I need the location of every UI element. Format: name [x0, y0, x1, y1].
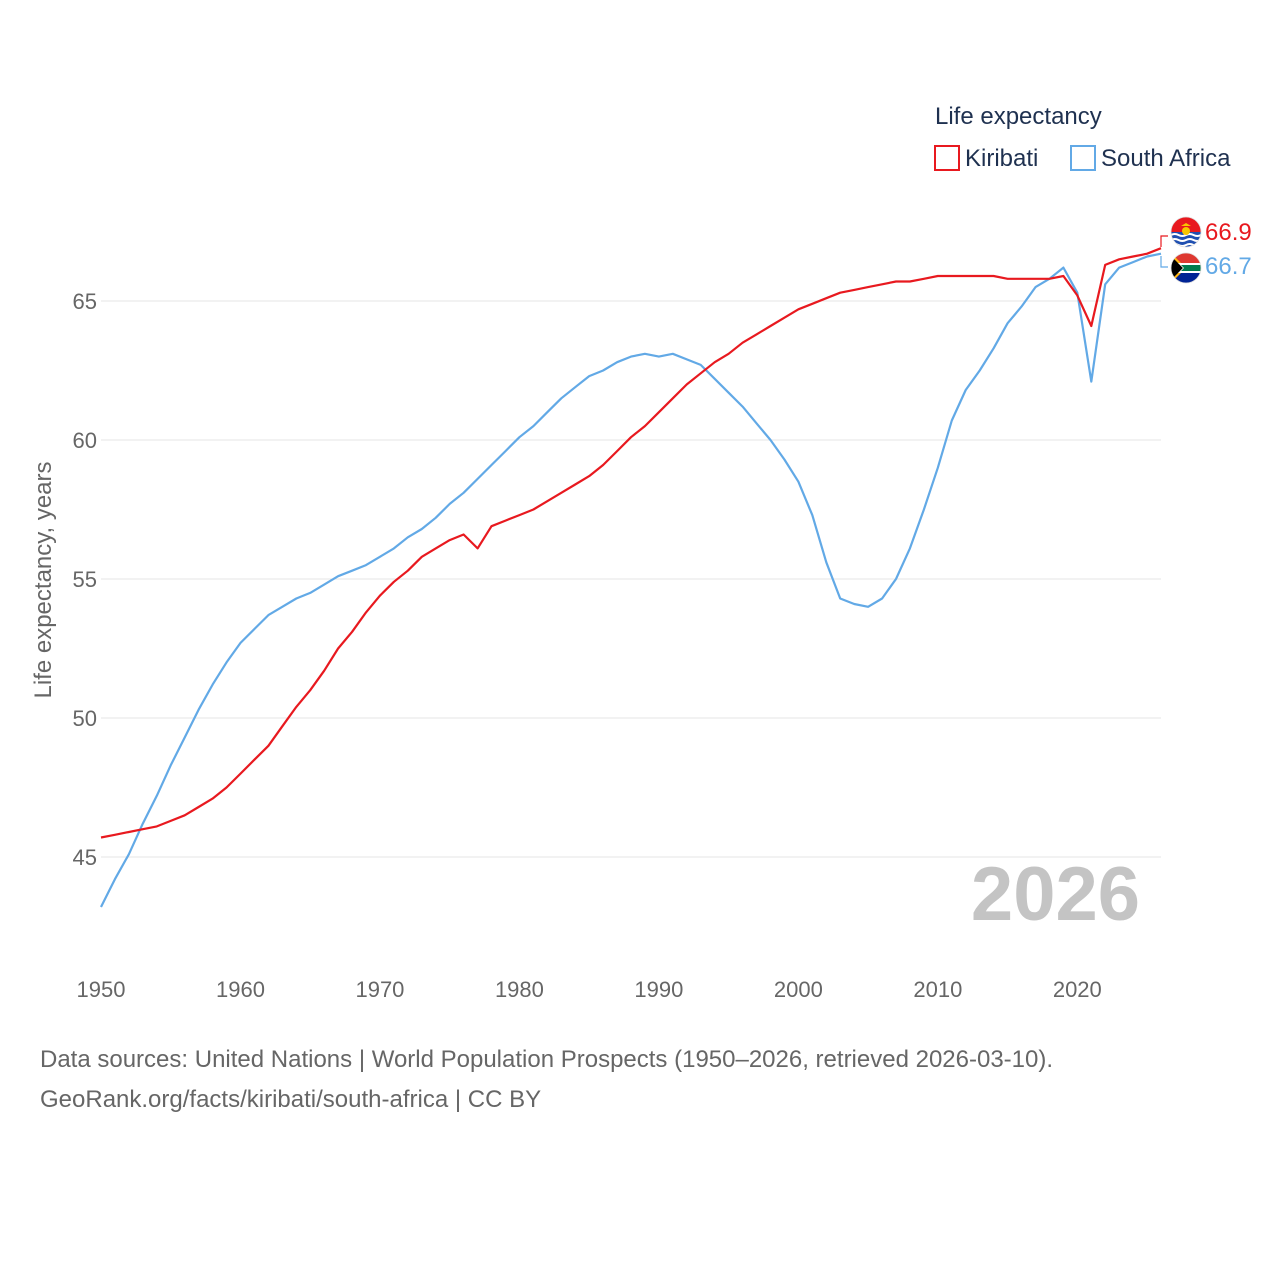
x-tick-label: 1970	[355, 977, 404, 1002]
x-axis-ticks: 1950 1960 1970 1980 1990 2000 2010 2020	[77, 977, 1102, 1002]
y-tick-label: 45	[73, 845, 97, 870]
series-line-kiribati[interactable]	[100, 247, 1162, 839]
x-tick-label: 2000	[774, 977, 823, 1002]
south-africa-end-connector	[1160, 256, 1168, 268]
x-tick-label: 1960	[216, 977, 265, 1002]
x-tick-label: 1990	[634, 977, 683, 1002]
series-line-south-africa[interactable]	[100, 252, 1162, 908]
x-tick-label: 1980	[495, 977, 544, 1002]
legend-title: Life expectancy	[935, 103, 1102, 130]
x-tick-label: 2010	[913, 977, 962, 1002]
data-source-note: Data sources: United Nations | World Pop…	[40, 1046, 1054, 1073]
y-tick-label: 55	[73, 567, 97, 592]
south-africa-flag-icon	[1171, 253, 1201, 283]
kiribati-end-connector	[1160, 235, 1168, 247]
x-tick-label: 1950	[77, 977, 126, 1002]
series-lines	[100, 247, 1162, 908]
y-axis-label: Life expectancy, years	[30, 461, 57, 698]
x-tick-label: 2020	[1053, 977, 1102, 1002]
legend-swatch-south-africa[interactable]	[1070, 145, 1096, 171]
legend-label-kiribati[interactable]: Kiribati	[965, 145, 1038, 172]
y-axis-ticks: 45 50 55 60 65	[73, 289, 97, 870]
y-tick-label: 50	[73, 706, 97, 731]
year-watermark: 2026	[971, 852, 1140, 937]
legend-label-south-africa[interactable]: South Africa	[1101, 145, 1231, 172]
legend: Life expectancy Kiribati South Africa	[934, 103, 1231, 172]
y-tick-label: 65	[73, 289, 97, 314]
legend-swatch-kiribati[interactable]	[934, 145, 960, 171]
footer: Data sources: United Nations | World Pop…	[40, 1040, 1053, 1120]
line-chart: 45 50 55 60 65 1950 1960 1970 1980 1990 2000 2010 2…	[30, 103, 1252, 1002]
gridlines	[101, 300, 1161, 858]
kiribati-end-value: 66.9	[1205, 219, 1252, 246]
south-africa-end-value: 66.7	[1205, 253, 1252, 280]
y-tick-label: 60	[73, 428, 97, 453]
source-link[interactable]: GeoRank.org/facts/kiribati/south-africa …	[40, 1086, 542, 1113]
